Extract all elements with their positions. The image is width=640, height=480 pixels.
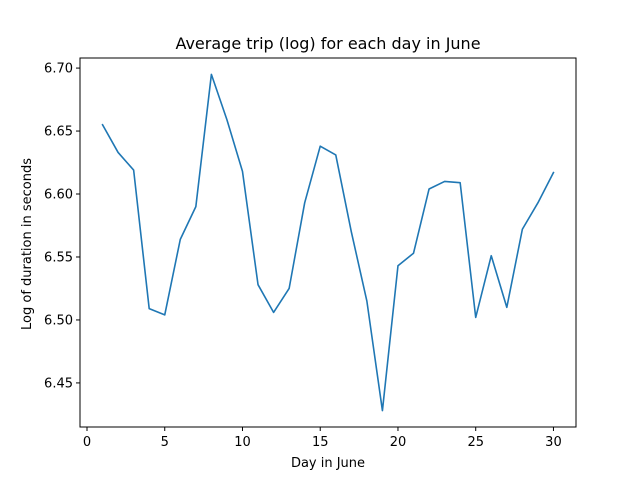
plot-frame bbox=[79, 57, 577, 428]
y-tick-label: 6.45 bbox=[44, 376, 73, 391]
data-point bbox=[319, 145, 321, 147]
chart-title: Average trip (log) for each day in June bbox=[175, 34, 480, 53]
data-point bbox=[304, 202, 306, 204]
y-axis-ticks: 6.45 6.50 6.55 6.60 6.65 6.70 bbox=[44, 62, 80, 391]
x-tick-label: 20 bbox=[390, 435, 407, 450]
data-point bbox=[522, 228, 524, 230]
y-tick-label: 6.65 bbox=[44, 125, 73, 140]
data-point bbox=[413, 252, 415, 254]
y-tick-label: 6.60 bbox=[44, 188, 73, 203]
data-point bbox=[553, 172, 555, 174]
data-point bbox=[335, 154, 337, 156]
data-point bbox=[195, 206, 197, 208]
data-point bbox=[133, 169, 135, 171]
data-point bbox=[273, 312, 275, 314]
x-tick-label: 25 bbox=[467, 435, 484, 450]
data-point bbox=[117, 152, 119, 154]
data-point bbox=[226, 119, 228, 121]
data-point bbox=[366, 300, 368, 302]
data-point bbox=[428, 188, 430, 190]
data-point bbox=[164, 314, 166, 316]
y-tick-label: 6.70 bbox=[44, 62, 73, 77]
x-axis-label: Day in June bbox=[291, 456, 365, 471]
data-point bbox=[257, 284, 259, 286]
y-tick-label: 6.50 bbox=[44, 313, 73, 328]
x-tick-label: 30 bbox=[545, 435, 562, 450]
data-point bbox=[537, 202, 539, 204]
data-point bbox=[288, 288, 290, 290]
data-point bbox=[397, 265, 399, 267]
data-point bbox=[506, 307, 508, 309]
x-tick-label: 0 bbox=[83, 435, 91, 450]
data-point bbox=[148, 308, 150, 310]
data-point bbox=[211, 74, 213, 76]
data-point bbox=[490, 255, 492, 257]
y-axis-label: Log of duration in seconds bbox=[20, 158, 35, 330]
data-point bbox=[242, 171, 244, 173]
x-tick-label: 15 bbox=[312, 435, 329, 450]
data-point bbox=[102, 124, 104, 126]
data-point bbox=[459, 182, 461, 184]
data-point bbox=[179, 239, 181, 241]
x-tick-label: 10 bbox=[234, 435, 251, 450]
x-tick-label: 5 bbox=[161, 435, 169, 450]
data-point bbox=[444, 181, 446, 183]
data-point bbox=[475, 317, 477, 319]
x-axis-ticks: 0 5 10 15 20 25 30 bbox=[83, 427, 562, 450]
data-point bbox=[351, 231, 353, 233]
data-point bbox=[382, 410, 384, 412]
series-line bbox=[101, 73, 555, 412]
series-group bbox=[101, 73, 555, 412]
y-tick-label: 6.55 bbox=[44, 250, 73, 265]
